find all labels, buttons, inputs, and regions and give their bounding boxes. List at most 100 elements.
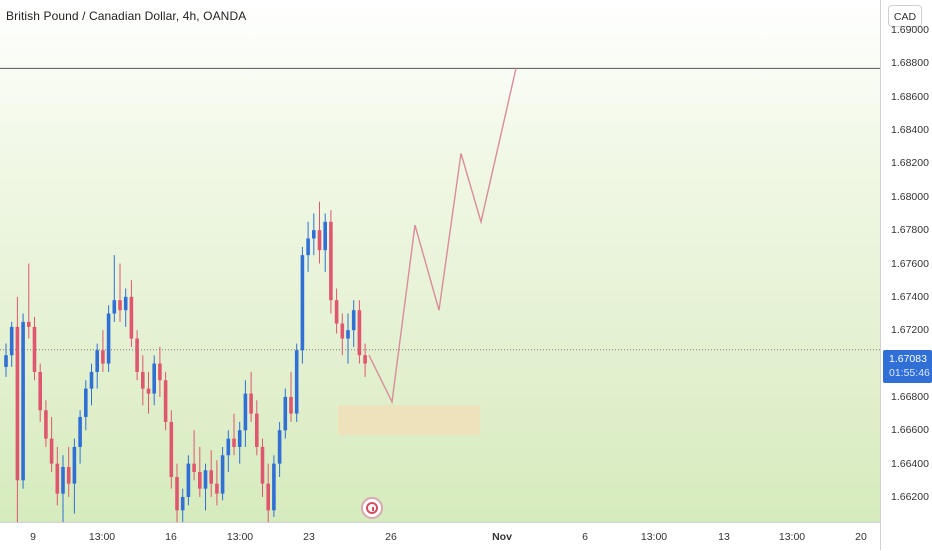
- chart-pane[interactable]: British Pound / Canadian Dollar, 4h, OAN…: [0, 0, 880, 522]
- price-tick: 1.68000: [891, 190, 929, 203]
- candle-body: [175, 476, 179, 511]
- time-tick: 6: [582, 531, 588, 543]
- time-tick: 13:00: [88, 531, 116, 543]
- price-tick: 1.66400: [891, 457, 929, 470]
- economic-event-flag-icon[interactable]: [361, 497, 383, 519]
- candle-body: [112, 300, 117, 314]
- time-tick: 26: [385, 531, 397, 543]
- price-tick: 1.69000: [891, 24, 929, 37]
- candle-body: [306, 238, 310, 256]
- time-tick: 9: [30, 531, 36, 543]
- candle-body: [266, 483, 270, 511]
- candle-body: [146, 388, 151, 394]
- candle-body: [323, 221, 327, 251]
- candle-body: [232, 438, 236, 447]
- candle-body: [158, 363, 162, 381]
- time-axis[interactable]: 9 13:00 16 13:00 23 26 Nov 6 13:00 13 13:00 20: [0, 522, 880, 551]
- candle-body: [9, 326, 14, 356]
- time-tick: 13:00: [640, 531, 668, 543]
- candle-body: [260, 446, 265, 484]
- time-tick: 23: [303, 531, 315, 543]
- candle-body: [357, 310, 362, 356]
- candle-body: [55, 463, 60, 494]
- candle-body: [101, 350, 105, 364]
- candle-body: [95, 350, 99, 372]
- candle-body: [4, 355, 8, 367]
- time-tick: 16: [165, 531, 177, 543]
- canada-flag-icon: [366, 502, 378, 514]
- currency-label: CAD: [893, 11, 917, 23]
- time-tick: 13:00: [226, 531, 254, 543]
- candle-body: [163, 380, 168, 422]
- candle-body: [106, 313, 111, 364]
- candle-body: [49, 438, 54, 464]
- candle-body: [272, 463, 276, 511]
- candle-body: [300, 255, 305, 351]
- candle-body: [203, 470, 208, 489]
- price-tick: 1.67200: [891, 324, 929, 337]
- candle-body: [186, 463, 191, 497]
- candle-body: [152, 363, 156, 394]
- candle-body: [363, 355, 367, 364]
- price-tick: 1.67800: [891, 224, 929, 237]
- candle-body: [118, 300, 122, 311]
- candle-body: [44, 410, 48, 439]
- candle-body: [289, 396, 293, 414]
- candle-body: [180, 496, 185, 511]
- candle-body: [249, 393, 253, 414]
- candle-body: [129, 296, 134, 339]
- price-tick: 1.68600: [891, 90, 929, 103]
- candle-body: [135, 338, 139, 372]
- time-tick: 13:00: [778, 531, 806, 543]
- price-tick: 1.66800: [891, 390, 929, 403]
- candle-body: [141, 371, 145, 389]
- candle-body: [312, 230, 316, 239]
- time-tick: Nov: [492, 531, 512, 543]
- candle-body: [294, 350, 299, 414]
- candle-body: [78, 416, 82, 447]
- time-tick: 20: [855, 531, 867, 543]
- candle-body: [317, 230, 322, 251]
- candle-body: [66, 466, 71, 484]
- candle-body: [21, 321, 25, 481]
- current-price-badge: 1.67083 01:55:46: [883, 350, 932, 383]
- candle-body: [255, 413, 259, 447]
- candle-body: [72, 446, 77, 484]
- candle-body: [27, 321, 31, 327]
- candlestick-chart[interactable]: [0, 0, 880, 522]
- candle-body: [89, 371, 94, 389]
- price-tick: 1.66600: [891, 424, 929, 437]
- projection-path: [368, 68, 517, 405]
- candle-body: [346, 330, 350, 339]
- candle-body: [334, 300, 339, 324]
- candle-body: [329, 221, 333, 301]
- candle-body: [209, 470, 213, 484]
- candle-body: [192, 463, 196, 472]
- bar-countdown: 01:55:46: [889, 367, 930, 379]
- current-price-value: 1.67083: [889, 353, 927, 365]
- candle-body: [215, 483, 219, 494]
- price-tick: 1.67400: [891, 290, 929, 303]
- candle-body: [226, 438, 231, 456]
- price-tick: 1.68800: [891, 57, 929, 70]
- candle-body: [243, 393, 248, 431]
- price-axis[interactable]: CAD 1.69000 1.68800 1.68600 1.68400 1.68200 1…: [880, 0, 932, 550]
- candle-body: [32, 326, 37, 372]
- candle-body: [61, 466, 65, 494]
- candle-body: [220, 455, 225, 494]
- currency-button[interactable]: CAD: [888, 5, 922, 27]
- candle-body: [123, 296, 128, 311]
- candle-body: [169, 421, 174, 477]
- candle-body: [340, 323, 345, 339]
- candle-body: [351, 310, 356, 331]
- symbol-title: British Pound / Canadian Dollar, 4h, OAN…: [6, 9, 247, 23]
- candle-body: [277, 430, 282, 464]
- candle-body: [15, 326, 20, 481]
- price-tick: 1.67600: [891, 257, 929, 270]
- candle-body: [283, 396, 288, 431]
- candle-body: [198, 471, 202, 489]
- candle-body: [237, 430, 242, 447]
- time-tick: 13: [718, 531, 730, 543]
- price-tick: 1.66200: [891, 490, 929, 503]
- candle-body: [84, 388, 88, 417]
